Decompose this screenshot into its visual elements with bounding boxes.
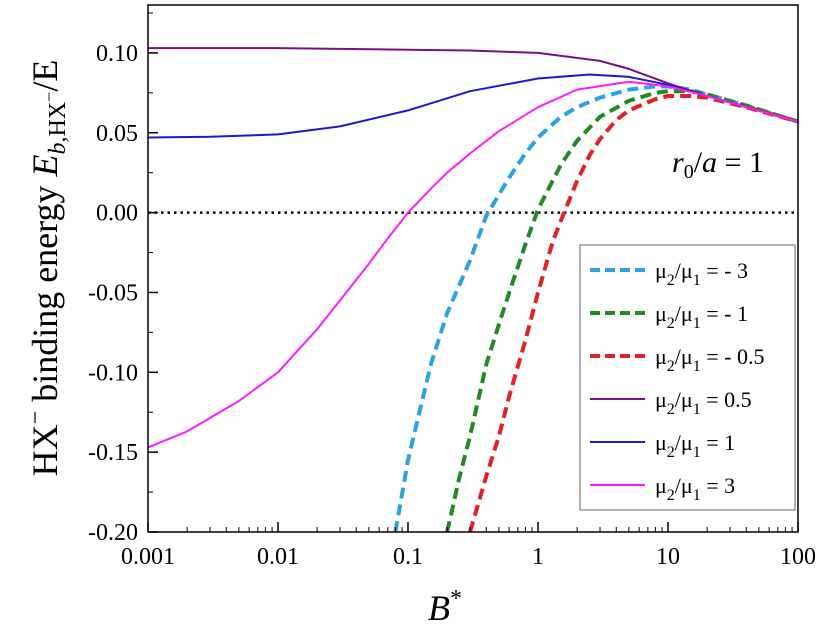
y-tick-label: -0.20 (88, 520, 138, 546)
legend-label-1: μ2/μ1 = - 3 (655, 258, 748, 289)
annotation-r0-a: r0/a = 1 (672, 146, 764, 183)
legend-label-3: μ2/μ1 = - 0.5 (655, 344, 764, 375)
y-axis-ticks: -0.20 -0.15 -0.10 -0.05 0.00 0.05 0.10 (88, 12, 158, 546)
plot-area (148, 47, 798, 532)
series-line-6 (148, 80, 798, 449)
legend: μ2/μ1 = - 3 μ2/μ1 = - 1 μ2/μ1 = - 0.5 μ2/μ1… (579, 244, 796, 511)
x-tick-label: 10 (656, 544, 680, 570)
series-line-3 (468, 94, 798, 532)
y-tick-label: -0.10 (88, 360, 138, 386)
y-tick-label: 0.05 (96, 121, 138, 147)
series-line-1 (393, 84, 798, 532)
legend-label-2: μ2/μ1 = - 1 (655, 301, 748, 332)
y-axis-title: HX− binding energy Eb,HX−/E (23, 60, 71, 477)
legend-label-4: μ2/μ1 = 0.5 (655, 387, 752, 418)
series-line-4 (148, 47, 798, 123)
legend-label-6: μ2/μ1 = 3 (655, 473, 735, 504)
y-tick-label: 0.00 (96, 201, 138, 227)
y-tick-label: -0.15 (88, 440, 138, 466)
legend-box (579, 244, 796, 511)
x-tick-label: 0.01 (257, 544, 299, 570)
x-tick-label: 1 (532, 544, 544, 570)
x-axis-ticks: 0.001 0.01 0.1 1 10 100 (121, 522, 816, 570)
series-line-5 (148, 73, 798, 139)
legend-label-5: μ2/μ1 = 1 (655, 430, 735, 461)
x-tick-label: 0.1 (393, 544, 423, 570)
series-group (148, 47, 798, 532)
x-tick-label: 100 (780, 544, 816, 570)
y-tick-label: 0.10 (96, 41, 138, 67)
plot-frame (147, 4, 799, 533)
x-tick-label: 0.001 (121, 544, 175, 570)
x-axis-title: B* (428, 586, 462, 628)
y-tick-label: -0.05 (88, 280, 138, 306)
